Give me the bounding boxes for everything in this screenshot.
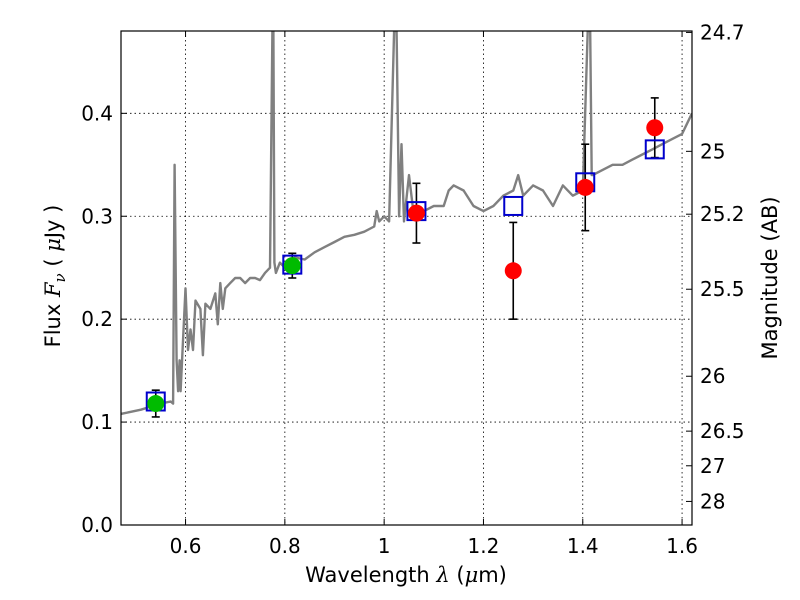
right-axis-label: Magnitude (AB) (758, 196, 782, 359)
y-tick-label: 0.3 (81, 204, 113, 228)
y-tick-label: 0.0 (81, 513, 113, 537)
x-tick-label: 0.8 (269, 534, 301, 558)
mag-tick-label: 25 (700, 139, 725, 163)
y-tick-label: 0.2 (81, 307, 113, 331)
mag-tick-label: 28 (700, 489, 725, 513)
observed-point (283, 257, 301, 275)
observed-point (504, 262, 522, 280)
y-axis-label: Flux Fν ( μJy ) (41, 205, 69, 348)
observed-point (576, 178, 594, 196)
spectrum-line (121, 31, 692, 416)
mag-tick-label: 24.7 (700, 20, 745, 44)
x-tick-label: 1 (378, 534, 391, 558)
model-photometry-square (644, 139, 665, 160)
model-photometry-square (503, 195, 524, 216)
mag-tick-label: 27 (700, 454, 725, 478)
mag-tick-label: 26 (700, 364, 725, 388)
ticks-group: 0.6 0.8 1 1.2 1.4 1.6 0.0 0.1 0.2 0.3 0.4 24.7 25 25.… (81, 20, 744, 558)
mag-tick-label: 26.5 (700, 419, 745, 443)
observed-point (407, 204, 425, 222)
spectrum-group (121, 31, 692, 416)
x-tick-label: 1.6 (666, 534, 698, 558)
grid (121, 31, 692, 525)
mag-tick-label: 25.5 (700, 277, 745, 301)
y-tick-label: 0.1 (81, 410, 113, 434)
y-tick-label: 0.4 (81, 101, 113, 125)
observed-point (147, 395, 165, 413)
plot-frame (120, 30, 693, 526)
x-axis-label: Wavelength λ (μm) (305, 563, 507, 587)
observed-point (646, 119, 664, 137)
mag-tick-label: 25.2 (700, 202, 745, 226)
x-tick-label: 1.2 (468, 534, 500, 558)
x-tick-label: 0.6 (170, 534, 202, 558)
markers-group (145, 119, 665, 413)
x-tick-label: 1.4 (567, 534, 599, 558)
